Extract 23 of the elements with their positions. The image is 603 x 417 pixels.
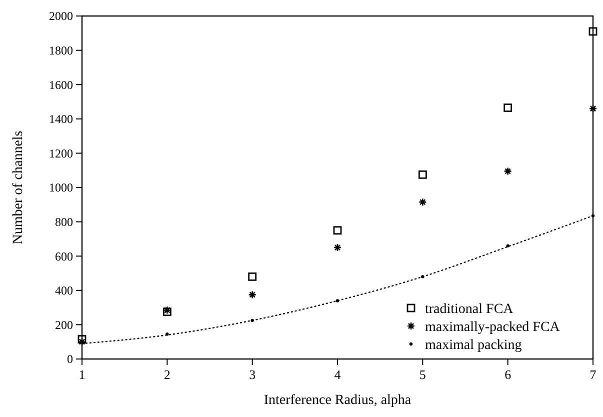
y-tick-label: 1800 [49,44,73,58]
legend-label: maximally-packed FCA [425,320,561,335]
y-tick-label: 1600 [49,78,73,92]
x-tick-label: 7 [590,367,597,382]
y-tick-label: 1400 [49,112,73,126]
y-tick-label: 400 [55,284,73,298]
x-tick-label: 6 [504,367,512,382]
y-tick-label: 200 [55,318,73,332]
y-tick-label: 2000 [49,9,73,24]
x-tick-label: 3 [249,367,256,382]
y-tick-label: 1000 [49,180,73,195]
x-tick-label: 4 [334,367,342,382]
legend-label: maximal packing [425,338,522,353]
y-tick-label: 600 [55,249,73,264]
x-tick-label: 1 [78,367,86,382]
y-tick-label: 0 [67,352,73,366]
legend-label: traditional FCA [425,302,514,317]
x-axis-title: Interference Radius, alpha [264,393,412,408]
x-tick-label: 2 [164,367,170,382]
y-tick-label: 800 [55,215,73,229]
y-axis-title: Number of channels [11,130,26,244]
x-tick-label: 5 [419,367,426,382]
y-tick-label: 1200 [49,146,73,160]
